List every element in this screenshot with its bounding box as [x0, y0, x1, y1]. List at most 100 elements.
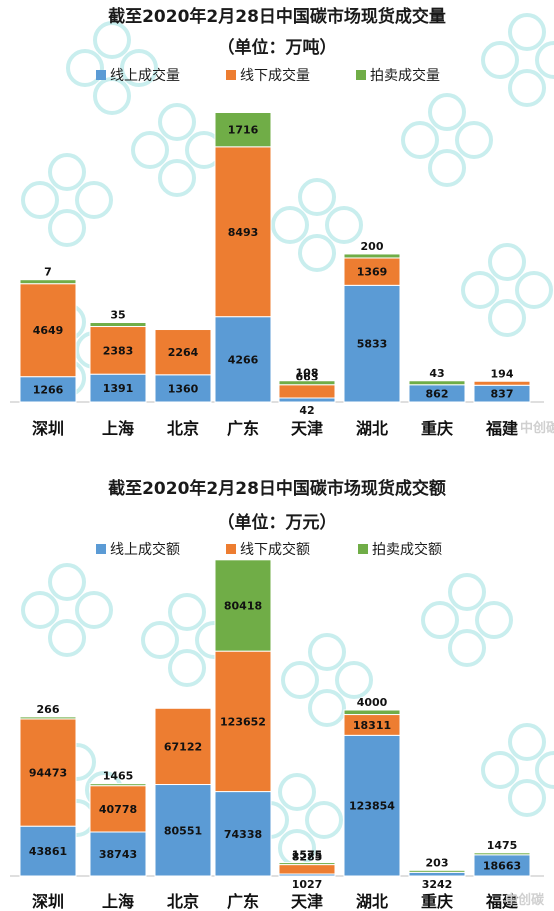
chart-subtitle: （单位：万吨） [218, 37, 337, 58]
data-label-auction: 35 [110, 309, 125, 322]
data-label-auction: 266 [37, 703, 60, 716]
bar-segment-auction [89, 322, 147, 328]
legend-label-online: 线上成交量 [110, 67, 180, 84]
bar-segment-auction [214, 112, 272, 148]
data-label-online: 38743 [99, 848, 137, 861]
chart-title: 截至2020年2月28日中国碳市场现货成交量 [108, 6, 446, 27]
legend-label-offline: 线下成交量 [240, 67, 310, 84]
data-label-auction: 1575 [292, 849, 323, 862]
category-label: 重庆 [421, 892, 453, 911]
category-label: 深圳 [32, 892, 64, 911]
category-label: 北京 [167, 419, 199, 438]
data-label-online: 18663 [483, 859, 521, 872]
bar-segment-auction [278, 380, 336, 386]
data-label-auction: 80418 [224, 599, 262, 612]
data-label-online: 1360 [168, 382, 199, 395]
data-label-online: 837 [491, 388, 514, 401]
data-label-online: 4266 [228, 353, 259, 366]
category-label: 湖北 [356, 892, 388, 911]
category-label: 上海 [102, 892, 134, 911]
data-label-auction: 203 [426, 856, 449, 869]
legend-swatch-auction [358, 544, 368, 554]
data-label-offline: 40778 [99, 803, 137, 816]
data-label-auction: 200 [361, 240, 384, 253]
bar-segment-online [154, 784, 212, 877]
data-label-online: 74338 [224, 828, 262, 841]
category-label: 福建 [485, 892, 518, 911]
bar-segment-offline [278, 384, 336, 399]
data-label-offline: 67122 [164, 740, 202, 753]
chart-volume: 截至2020年2月28日中国碳市场现货成交量 （单位：万吨） 线上成交量 线下成… [10, 6, 544, 438]
data-label-offline: 1369 [357, 266, 388, 279]
watermark-pattern [21, 13, 554, 867]
legend-swatch-online [96, 70, 106, 80]
data-label-auction: 4000 [357, 696, 388, 709]
chart-title: 截至2020年2月28日中国碳市场现货成交额 [108, 478, 446, 499]
legend: 线上成交量 线下成交量 拍卖成交量 [96, 67, 440, 84]
bar-segment-auction [343, 709, 401, 716]
bar-segment-online [19, 825, 77, 877]
bar-segment-auction [343, 253, 401, 259]
category-label: 天津 [291, 892, 323, 911]
data-label-online: 43861 [29, 845, 67, 858]
data-label-offline: 94473 [29, 767, 67, 780]
chart-subtitle: （单位：万元） [218, 512, 337, 533]
bar-segment-auction [214, 559, 272, 652]
chart-value: 截至2020年2月28日中国碳市场现货成交额 （单位：万元） 线上成交额 线下成… [10, 478, 544, 911]
bar-segment-online [408, 871, 466, 877]
data-label-offline: 4649 [33, 324, 64, 337]
bar-segment-offline [154, 329, 212, 376]
data-label-auction: 1465 [103, 770, 134, 783]
data-label-auction: 108 [296, 367, 319, 380]
bar-segment-auction [408, 380, 466, 386]
data-label-offline: 18311 [353, 719, 391, 732]
legend-swatch-offline [226, 544, 236, 554]
data-label-auction: 1475 [487, 839, 518, 852]
data-label-online: 123854 [349, 800, 395, 813]
data-label-offline: 8285 [292, 851, 323, 864]
bar-segment-online [278, 397, 336, 403]
bar-segment-online [343, 734, 401, 877]
legend: 线上成交额 线下成交额 拍卖成交额 [96, 541, 442, 558]
bar-segment-offline [343, 257, 401, 286]
bar-segment-auction [19, 716, 77, 720]
category-label: 天津 [291, 419, 323, 438]
bar-segment-offline [19, 283, 77, 378]
category-label: 广东 [227, 419, 259, 438]
bar-segment-online [214, 791, 272, 877]
bar-segment-online [19, 376, 77, 403]
brand-watermark-bottom: 中创碳 [505, 892, 545, 908]
bar-segment-offline [154, 707, 212, 786]
data-label-online: 3242 [422, 878, 453, 891]
data-label-offline: 2264 [168, 346, 199, 359]
data-label-online: 1391 [103, 382, 134, 395]
data-label-offline: 2383 [103, 344, 134, 357]
data-label-online: 5833 [357, 338, 388, 351]
category-label: 湖北 [356, 419, 388, 438]
data-label-auction: 43 [429, 367, 444, 380]
bar-segment-auction [19, 279, 77, 285]
legend-label-auction: 拍卖成交量 [370, 67, 440, 84]
bar-segment-offline [278, 864, 336, 875]
legend-label-auction: 拍卖成交额 [372, 541, 442, 558]
legend-swatch-online [96, 544, 106, 554]
bar-segment-auction [473, 852, 531, 856]
data-label-auction: 1716 [228, 124, 259, 137]
data-label-online: 42 [299, 404, 314, 417]
bar-stack-group: 1266 4649 7 深圳 1391 2383 35 上海 1360 2264 北京 4266 849… [19, 112, 531, 438]
bar-segment-offline [19, 718, 77, 827]
category-label: 北京 [167, 892, 199, 911]
data-label-online: 862 [426, 387, 449, 400]
legend-label-online: 线上成交额 [110, 541, 180, 558]
bar-segment-auction [89, 783, 147, 787]
legend-swatch-auction [356, 70, 366, 80]
data-label-auction: 7 [44, 266, 52, 279]
brand-watermark-top: 中创碳 [520, 420, 554, 436]
data-label-online: 1266 [33, 383, 64, 396]
category-label: 福建 [485, 419, 518, 438]
bar-segment-auction [408, 869, 466, 873]
data-label-offline: 123652 [220, 715, 266, 728]
bar-segment-online [89, 831, 147, 877]
data-label-offline: 194 [491, 367, 514, 380]
